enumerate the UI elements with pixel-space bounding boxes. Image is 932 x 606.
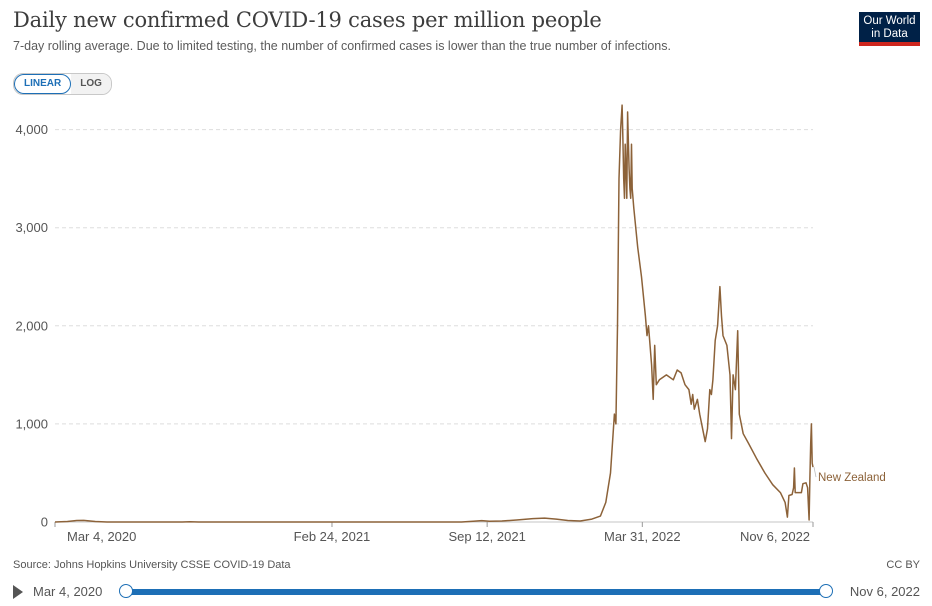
- timeline-end-label: Nov 6, 2022: [849, 584, 920, 599]
- series-label: New Zealand: [818, 472, 886, 484]
- chart-subtitle: 7-day rolling average. Due to limited te…: [13, 39, 671, 53]
- line-chart: 0 1,000 2,000 3,000 4,000 Mar 4, 2020 Feb 24, …: [15, 104, 886, 544]
- timeline-end-handle[interactable]: [819, 584, 833, 598]
- y-tick-label: 1,000: [15, 416, 48, 431]
- timeline-start-label: Mar 4, 2020: [33, 584, 103, 599]
- timeline-start-handle[interactable]: [119, 584, 133, 598]
- logo-line-2: in Data: [871, 28, 908, 40]
- logo-line-1: Our World: [863, 15, 916, 27]
- timeline-track[interactable]: [126, 589, 826, 595]
- series-line: [54, 104, 814, 523]
- license-label[interactable]: CC BY: [886, 559, 920, 571]
- x-tick-label: Feb 24, 2021: [294, 529, 371, 544]
- scale-toggle: LINEAR LOG: [13, 73, 112, 95]
- y-tick-label: 2,000: [15, 318, 48, 333]
- chart-title: Daily new confirmed COVID-19 cases per m…: [13, 8, 602, 32]
- series-label-leader: [813, 466, 817, 478]
- x-tick-label: Mar 4, 2020: [67, 529, 136, 544]
- y-tick-label: 0: [41, 515, 48, 530]
- play-icon[interactable]: [13, 585, 23, 599]
- x-tick-label: Mar 31, 2022: [604, 529, 681, 544]
- log-scale-button[interactable]: LOG: [71, 74, 111, 94]
- owid-logo[interactable]: Our World in Data: [859, 12, 920, 46]
- x-tick-label: Nov 6, 2022: [740, 529, 810, 544]
- timeline-slider: Mar 4, 2020 Nov 6, 2022: [13, 582, 920, 602]
- y-tick-label: 3,000: [15, 220, 48, 235]
- x-tick-label: Sep 12, 2021: [448, 529, 525, 544]
- linear-scale-button[interactable]: LINEAR: [14, 74, 72, 94]
- y-tick-label: 4,000: [15, 122, 48, 137]
- source-note: Source: Johns Hopkins University CSSE CO…: [13, 559, 291, 571]
